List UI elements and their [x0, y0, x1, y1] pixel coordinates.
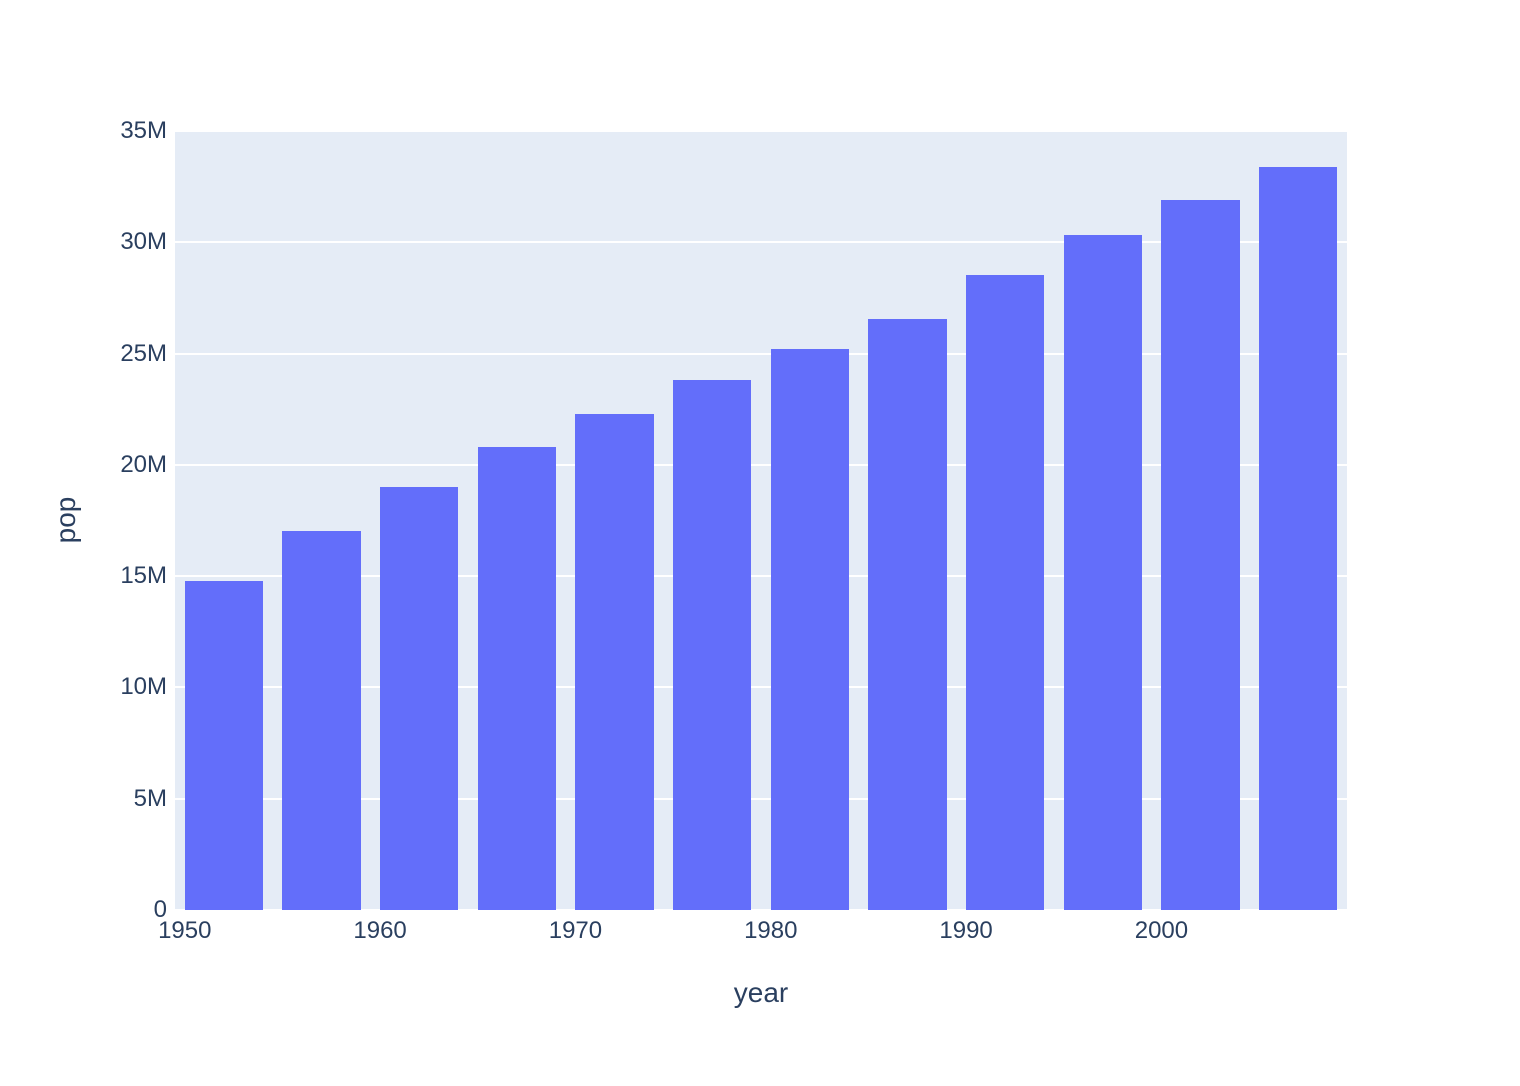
bar-1962[interactable]: [380, 487, 459, 910]
y-gridline-30000000: [175, 241, 1347, 244]
bar-2007[interactable]: [1259, 166, 1338, 910]
y-gridline-5000000: [175, 797, 1347, 800]
plot-area[interactable]: [175, 131, 1347, 910]
y-tick-label-15M: 15M: [120, 562, 167, 590]
y-gridline-15000000: [175, 575, 1347, 578]
bar-1967[interactable]: [477, 446, 556, 910]
x-tick-label-1950: 1950: [158, 917, 212, 944]
y-tick-label-0: 0: [153, 896, 167, 923]
x-tick-label-1980: 1980: [744, 917, 798, 944]
x-tick-label-2000: 2000: [1134, 917, 1189, 944]
y-tick-label-5M: 5M: [133, 784, 167, 812]
x-tick-label-1960: 1960: [353, 917, 407, 944]
bar-1987[interactable]: [868, 319, 947, 910]
bar-1957[interactable]: [282, 531, 361, 910]
bar-1977[interactable]: [673, 380, 752, 910]
bar-1982[interactable]: [770, 349, 849, 910]
y-tick-label-25M: 25M: [120, 339, 167, 367]
bar-1997[interactable]: [1063, 235, 1142, 910]
x-tick-label-1970: 1970: [548, 917, 603, 944]
y-tick-label-30M: 30M: [120, 228, 167, 256]
y-gridline-20000000: [175, 463, 1347, 466]
y-gridline-35000000: [175, 131, 1347, 132]
x-axis-title: year: [733, 977, 789, 1008]
y-tick-label-20M: 20M: [120, 450, 167, 478]
y-axis-title: pop: [50, 496, 81, 544]
y-gridline-0: [175, 909, 1347, 910]
y-tick-label-10M: 10M: [120, 673, 167, 701]
y-tick-label-35M: 35M: [120, 117, 167, 144]
x-tick-label-1990: 1990: [939, 917, 993, 944]
y-gridline-25000000: [175, 352, 1347, 355]
bar-1992[interactable]: [966, 275, 1045, 910]
y-gridline-10000000: [175, 686, 1347, 689]
bar-1952[interactable]: [184, 580, 263, 910]
bar-2002[interactable]: [1161, 199, 1240, 910]
bar-1972[interactable]: [575, 414, 654, 910]
